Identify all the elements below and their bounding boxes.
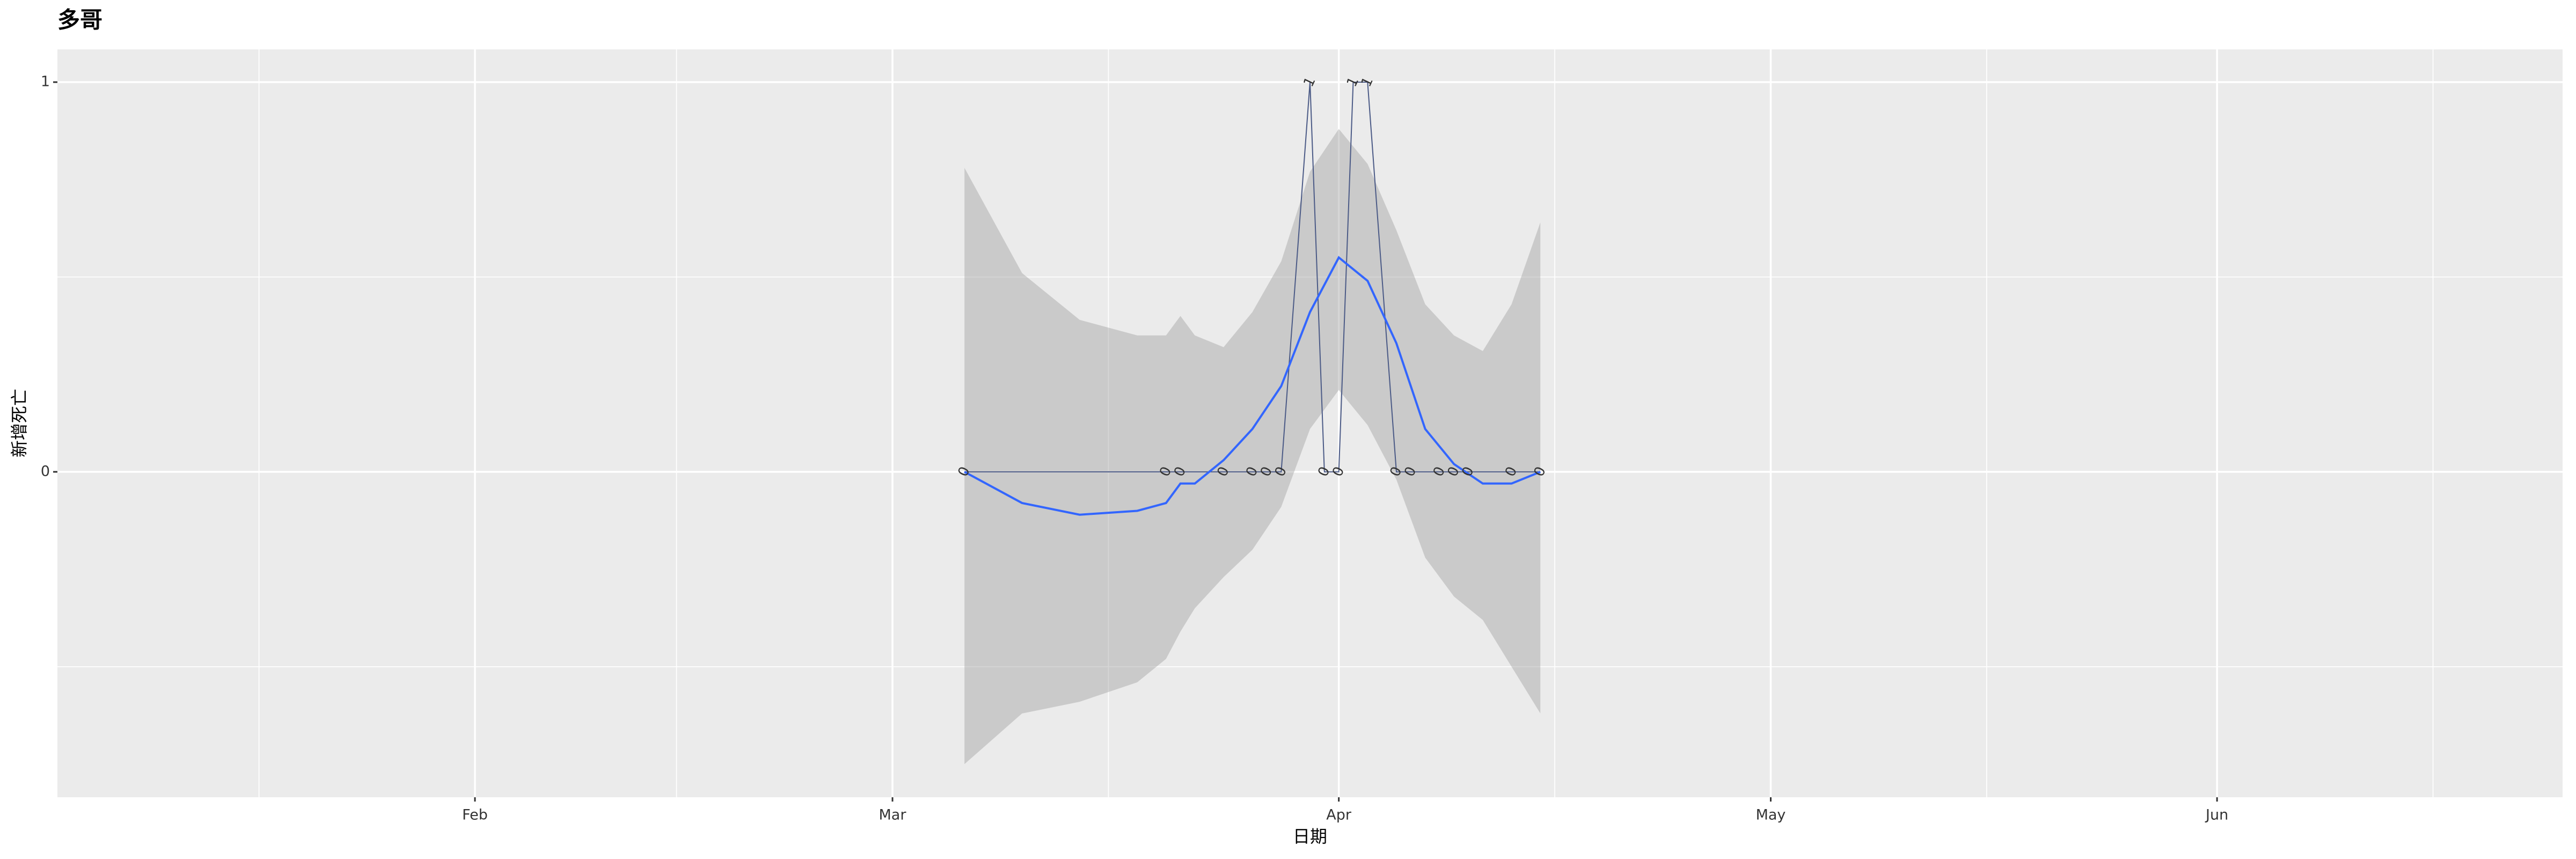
x-tick-label: Apr [1326, 807, 1352, 824]
x-axis-label: 日期 [1293, 826, 1327, 847]
smooth-line [964, 256, 1541, 516]
confidence-band [964, 129, 1541, 765]
x-tick-label: Mar [879, 807, 907, 824]
y-axis-label: 新增死亡 [9, 389, 30, 457]
data-line [964, 81, 1541, 472]
y-tick-label: 1 [41, 73, 50, 90]
x-tick-label: Jun [2205, 807, 2228, 824]
chart-title: 多哥 [57, 7, 103, 33]
x-tick-label: Feb [462, 807, 488, 824]
x-tick-label: May [1756, 807, 1786, 824]
y-tick-label: 0 [41, 463, 50, 479]
